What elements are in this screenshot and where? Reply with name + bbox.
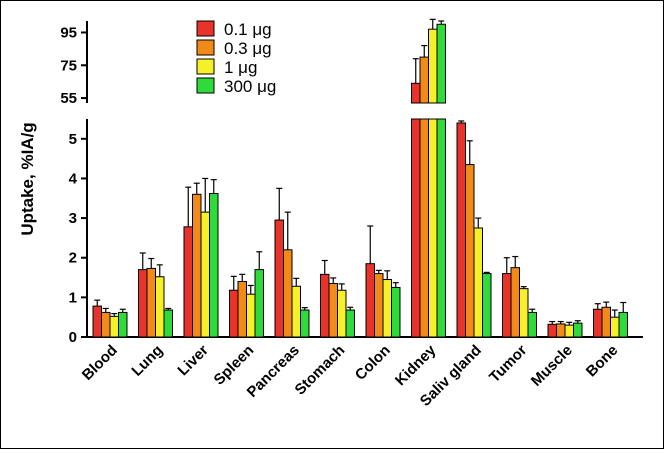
bar [456,122,466,338]
bar [411,118,421,338]
y-tick-label: 2 [69,250,77,267]
bar [345,309,355,338]
bar [118,311,128,338]
y-tick-label: 0 [69,329,77,346]
bar [101,311,111,338]
x-tick-label: Liver [174,342,211,379]
y-tick-label: 1 [69,289,77,306]
x-tick-label: Colon [352,342,394,384]
y-tick-label: 4 [69,170,78,187]
bar [610,316,620,338]
bar [593,308,603,338]
bar [237,281,247,338]
bar [419,56,429,104]
legend-label: 1 μg [224,58,257,77]
bar [510,267,520,338]
bar [436,23,446,104]
bar [200,211,210,338]
bar [547,323,557,338]
bar [283,249,293,338]
bar [411,82,421,104]
bar [391,286,401,338]
bar [618,311,628,338]
bar [209,193,219,338]
bar [564,324,574,338]
y-tick-label: 95 [60,24,77,41]
bar [183,226,193,338]
bar [300,309,310,338]
bar [246,293,256,338]
bar [337,289,347,338]
bar [254,269,264,338]
bar [465,164,475,338]
legend-swatch [196,77,215,94]
bar [519,288,529,338]
legend-swatch [196,39,215,56]
bar [274,219,284,338]
bar [601,306,611,338]
bar [92,305,102,338]
bar [482,273,492,338]
y-axis-label: Uptake, %IA/g [18,122,37,235]
legend-swatch [196,20,215,37]
legend-swatch [196,58,215,75]
x-tick-label: Stomach [292,342,349,399]
bar [320,273,330,338]
y-tick-label: 75 [60,57,77,74]
x-tick-label: Muscle [528,342,576,390]
bar [473,227,483,338]
bar [328,282,338,338]
legend-label: 0.3 μg [224,39,272,58]
bar [163,309,173,338]
legend-label: 0.1 μg [224,20,272,39]
bar [556,323,566,338]
x-tick-label: Tumor [486,342,530,386]
legend-label: 300 μg [224,77,276,96]
bar [419,118,429,338]
bar [382,279,392,338]
bar [155,276,165,338]
bar [428,118,438,338]
bar [374,273,384,338]
bar [138,269,148,338]
x-tick-label: Lung [128,342,166,380]
bar [229,289,239,338]
bar [428,28,438,104]
y-tick-label: 3 [69,210,77,227]
y-tick-label: 55 [60,90,77,107]
x-tick-label: Bone [583,342,622,381]
bar [291,285,301,338]
x-tick-label: Blood [79,342,121,384]
bar [192,193,202,338]
bar [436,118,446,338]
bar [365,263,375,338]
bar [527,311,537,338]
bar [109,315,119,338]
bar [146,267,156,338]
y-tick-label: 5 [69,131,77,148]
bar [573,322,583,338]
bar [502,273,512,338]
